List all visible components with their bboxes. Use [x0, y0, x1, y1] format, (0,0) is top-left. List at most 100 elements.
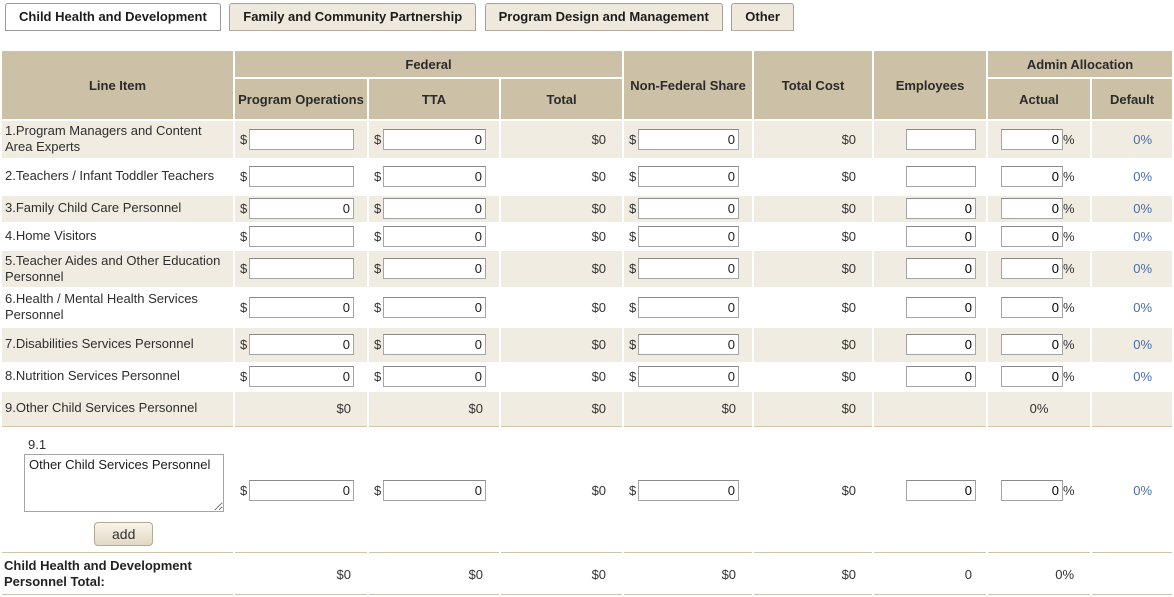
default-allocation-value: 0%	[1092, 428, 1173, 553]
line-item-label: 5.Teacher Aides and Other Education Pers…	[2, 250, 233, 287]
federal-total-value: $0	[501, 121, 623, 158]
dollar-sign: $	[374, 369, 382, 384]
line-item-label: 4.Home Visitors	[2, 223, 233, 249]
header-employees: Employees	[874, 51, 987, 119]
dollar-sign: $	[240, 261, 248, 277]
non-federal-share-input[interactable]	[638, 166, 740, 187]
tta-input[interactable]	[383, 366, 486, 387]
program-operations-input[interactable]	[249, 258, 354, 280]
dollar-sign: $	[240, 482, 248, 498]
actual-allocation-input[interactable]	[1001, 258, 1064, 280]
header-total-cost: Total Cost	[754, 51, 873, 119]
default-cell-empty	[1092, 391, 1173, 427]
tab-family-and-community-partnership[interactable]: Family and Community Partnership	[229, 3, 477, 31]
sub-line-item-cell: 9.1 Other Child Services Personnel add	[2, 428, 233, 553]
dollar-sign: $	[629, 131, 637, 147]
non-federal-share-input[interactable]	[638, 198, 740, 219]
tta-input[interactable]	[383, 334, 486, 355]
non-federal-share-input[interactable]	[638, 128, 740, 150]
dollar-sign: $	[629, 228, 637, 244]
line-item-label: 9.Other Child Services Personnel	[2, 391, 233, 427]
total-actual-allocation: 0%	[988, 554, 1091, 595]
program-operations-input[interactable]	[249, 296, 354, 318]
default-allocation-value: 0%	[1092, 327, 1173, 362]
tta-input[interactable]	[383, 166, 486, 187]
employees-input[interactable]	[906, 128, 977, 150]
tab-program-design-and-management[interactable]: Program Design and Management	[484, 3, 723, 31]
actual-allocation-input[interactable]	[1001, 296, 1064, 318]
employees-input[interactable]	[906, 296, 977, 318]
dollar-sign: $	[374, 169, 382, 184]
actual-allocation-input[interactable]	[1001, 366, 1064, 387]
federal-total-value: $0	[501, 363, 623, 390]
dollar-sign: $	[240, 169, 248, 184]
actual-allocation-input[interactable]	[1001, 128, 1064, 150]
program-operations-input[interactable]	[249, 225, 354, 247]
program-operations-input[interactable]	[249, 166, 354, 187]
non-federal-share-input[interactable]	[638, 258, 740, 280]
sub-line-number: 9.1	[28, 436, 47, 452]
program-operations-input[interactable]	[249, 479, 354, 501]
program-operations-input[interactable]	[249, 198, 354, 219]
total-cost-value: $0	[754, 289, 873, 326]
line-item-label: 6.Health / Mental Health Services Person…	[2, 289, 233, 326]
percent-sign: %	[1063, 228, 1075, 244]
dollar-sign: $	[629, 201, 637, 216]
total-cost-value: $0	[754, 391, 873, 427]
non-federal-share-input[interactable]	[638, 334, 740, 355]
employees-input[interactable]	[906, 198, 977, 219]
actual-allocation-input[interactable]	[1001, 334, 1064, 355]
program-operations-input[interactable]	[249, 366, 354, 387]
percent-sign: %	[1063, 369, 1075, 384]
actual-allocation-input[interactable]	[1001, 166, 1064, 187]
employees-input[interactable]	[906, 366, 977, 387]
add-button[interactable]: add	[94, 521, 154, 546]
header-non-federal-share: Non-Federal Share	[624, 51, 753, 119]
percent-sign: %	[1063, 299, 1075, 315]
non-federal-share-input[interactable]	[638, 225, 740, 247]
tab-other[interactable]: Other	[731, 3, 794, 31]
dollar-sign: $	[629, 169, 637, 184]
tta-input[interactable]	[383, 296, 486, 318]
program-operations-value: $0	[235, 391, 367, 427]
total-non-federal-share: $0	[624, 554, 753, 595]
non-federal-share-value: $0	[624, 391, 753, 427]
default-allocation-value: 0%	[1092, 363, 1173, 390]
tta-input[interactable]	[383, 479, 486, 501]
total-federal-total: $0	[501, 554, 623, 595]
federal-total-value: $0	[501, 391, 623, 427]
actual-allocation-input[interactable]	[1001, 225, 1064, 247]
tab-child-health-and-development[interactable]: Child Health and Development	[5, 3, 221, 31]
tta-input[interactable]	[383, 198, 486, 219]
employees-input[interactable]	[906, 225, 977, 247]
actual-allocation-input[interactable]	[1001, 479, 1064, 501]
employees-input[interactable]	[906, 479, 977, 501]
employees-input[interactable]	[906, 166, 977, 187]
federal-total-value: $0	[501, 428, 623, 553]
non-federal-share-input[interactable]	[638, 296, 740, 318]
tta-input[interactable]	[383, 225, 486, 247]
actual-allocation-input[interactable]	[1001, 198, 1064, 219]
non-federal-share-input[interactable]	[638, 366, 740, 387]
program-operations-input[interactable]	[249, 128, 354, 150]
default-allocation-value: 0%	[1092, 159, 1173, 194]
program-operations-input[interactable]	[249, 334, 354, 355]
other-personnel-name-textarea[interactable]: Other Child Services Personnel	[24, 453, 224, 512]
tta-input[interactable]	[383, 128, 486, 150]
default-allocation-value: 0%	[1092, 250, 1173, 287]
employees-input[interactable]	[906, 334, 977, 355]
header-default: Default	[1092, 79, 1173, 119]
header-tta: TTA	[369, 79, 499, 119]
tta-input[interactable]	[383, 258, 486, 280]
employees-input[interactable]	[906, 258, 977, 280]
total-cost-value: $0	[754, 428, 873, 553]
dollar-sign: $	[240, 299, 248, 315]
dollar-sign: $	[374, 482, 382, 498]
non-federal-share-input[interactable]	[638, 479, 740, 501]
total-cost-value: $0	[754, 327, 873, 362]
federal-total-value: $0	[501, 195, 623, 222]
total-employees: 0	[874, 554, 987, 595]
personnel-budget-table: Line Item Federal Non-Federal Share Tota…	[0, 49, 1174, 597]
total-total-cost: $0	[754, 554, 873, 595]
default-allocation-value: 0%	[1092, 121, 1173, 158]
